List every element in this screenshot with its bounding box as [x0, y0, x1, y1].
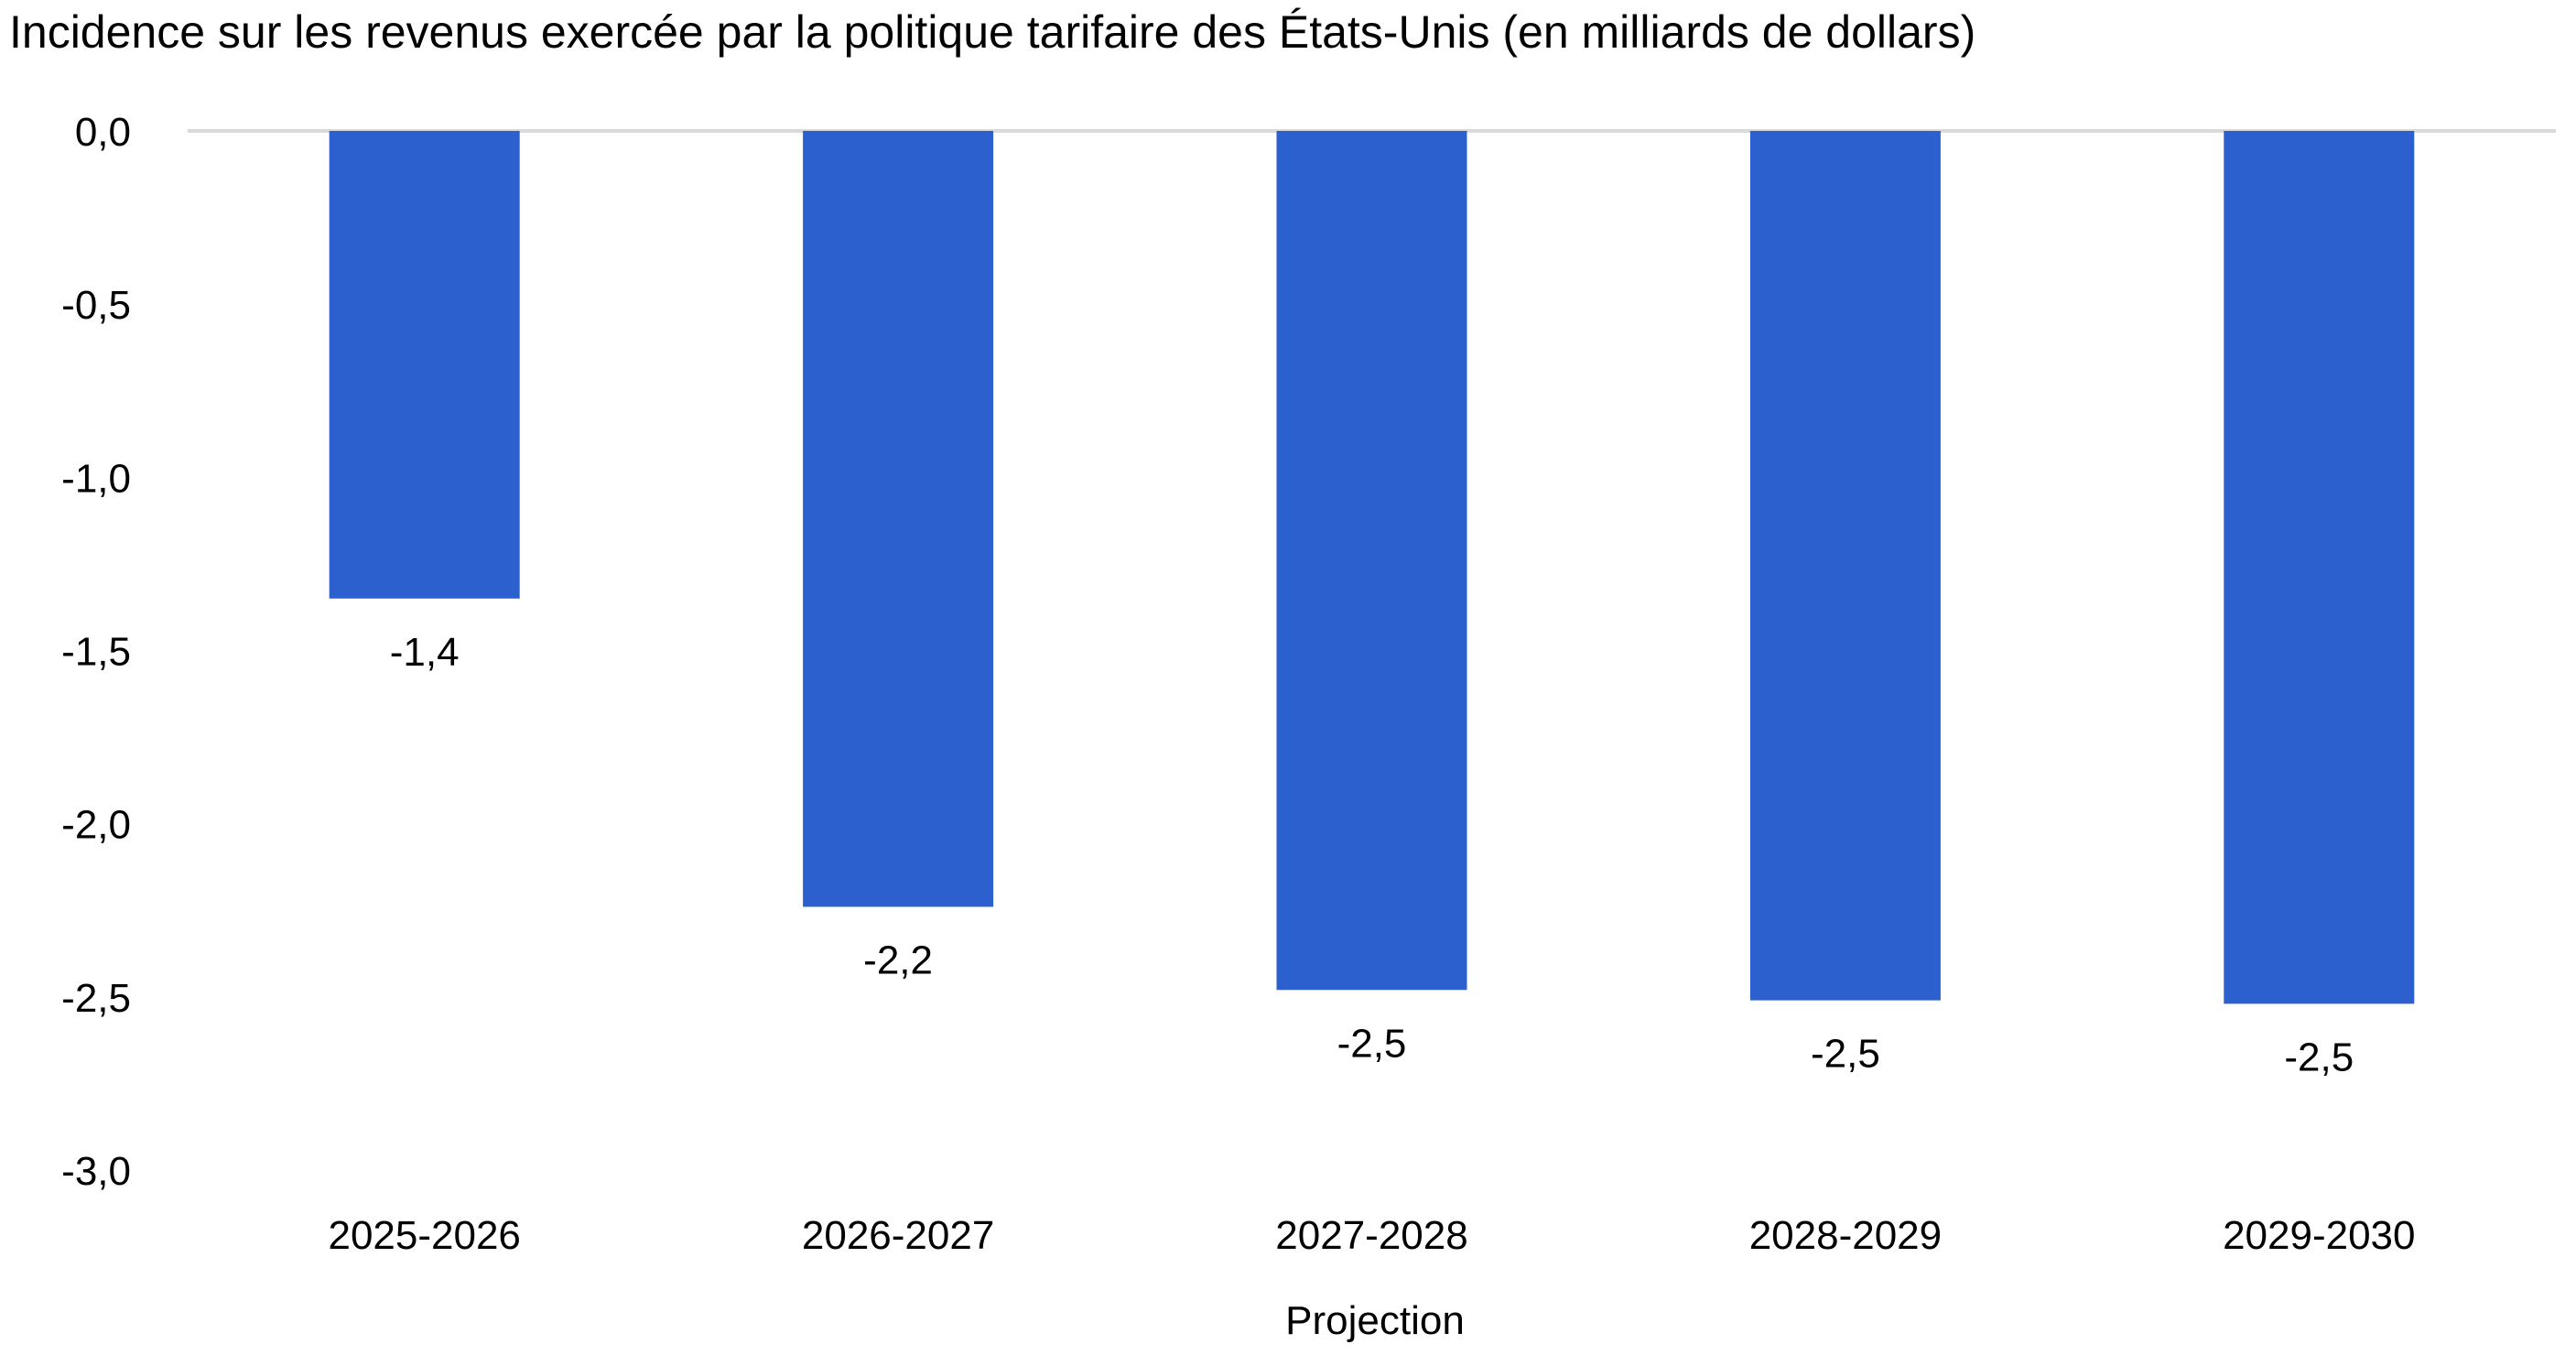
y-tick-label: -2,0 — [61, 803, 131, 848]
y-axis: 0,0 -0,5 -1,0 -1,5 -2,0 -2,5 -3,0 — [61, 110, 131, 1194]
y-tick-label: -3,0 — [61, 1149, 131, 1194]
bars-group — [329, 131, 2415, 1004]
x-tick-label: 2026-2027 — [802, 1213, 994, 1258]
bar-data-label: -1,4 — [390, 630, 460, 675]
bar — [1749, 131, 1941, 1001]
x-tick-label: 2029-2030 — [2223, 1213, 2415, 1258]
y-tick-label: -1,5 — [61, 630, 131, 675]
bar-data-label: -2,5 — [1811, 1032, 1880, 1077]
bar — [1276, 131, 1467, 991]
bar — [2224, 131, 2415, 1004]
y-tick-label: -1,0 — [61, 456, 131, 501]
bar — [803, 131, 994, 907]
x-tick-label: 2025-2026 — [328, 1213, 520, 1258]
bar-data-label: -2,2 — [863, 938, 933, 982]
data-labels-group: -1,4 -2,2 -2,5 -2,5 -2,5 — [390, 630, 2354, 1080]
y-tick-label: -2,5 — [61, 976, 131, 1021]
x-tick-label: 2028-2029 — [1749, 1213, 1942, 1258]
x-axis-title: Projection — [1285, 1298, 1465, 1343]
bar-data-label: -2,5 — [1337, 1021, 1407, 1066]
bar-data-label: -2,5 — [2284, 1035, 2354, 1079]
y-tick-label: 0,0 — [75, 110, 131, 155]
y-tick-label: -0,5 — [61, 283, 131, 328]
x-tick-label: 2027-2028 — [1275, 1213, 1467, 1258]
x-axis: 2025-2026 2026-2027 2027-2028 2028-2029 2029… — [328, 1213, 2415, 1258]
bar — [329, 131, 520, 599]
chart-title: Incidence sur les revenus exercée par la… — [9, 6, 1975, 58]
